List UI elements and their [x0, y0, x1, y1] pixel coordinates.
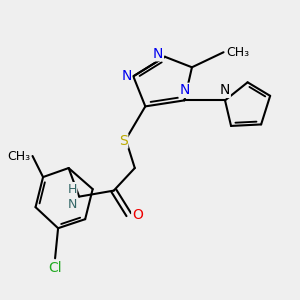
- Text: O: O: [132, 208, 143, 222]
- Text: N: N: [220, 83, 230, 98]
- Text: Cl: Cl: [48, 261, 62, 275]
- Text: N: N: [122, 69, 132, 83]
- Text: N: N: [153, 47, 164, 61]
- Text: H
N: H N: [68, 183, 77, 211]
- Text: N: N: [179, 83, 190, 98]
- Text: CH₃: CH₃: [7, 149, 30, 163]
- Text: CH₃: CH₃: [226, 46, 250, 59]
- Text: S: S: [119, 134, 128, 148]
